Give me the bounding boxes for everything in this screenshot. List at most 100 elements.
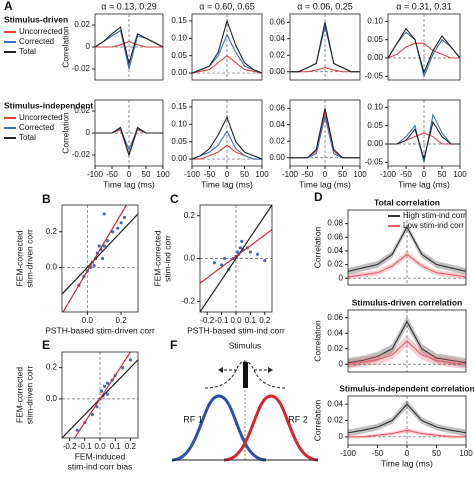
frame [61,204,139,313]
frame [347,209,467,286]
series-line [348,403,466,434]
chart-title: α = 0.06, 0.25 [297,1,353,11]
y-tick-label: 0.00 [269,67,285,76]
y-tick-label: 0.05 [171,137,187,146]
y-tick-label: 0.04 [269,34,285,43]
x-tick-label: 0.1 [110,442,122,451]
y-tick-label: 0 [339,432,344,441]
rf2-curve [223,394,319,462]
chart [95,100,163,166]
x-tick-label: 100 [156,170,170,179]
series-line [388,27,460,75]
y-tick-label: 0.06 [327,232,343,241]
series-line [388,112,460,163]
y-tick-label: -0.02 [72,150,91,159]
series-line [192,115,262,160]
y-axis-label: Correlation [60,26,70,68]
x-tick-label: -50 [372,449,384,458]
y-axis-label: Correlation [312,320,322,362]
y-tick-label: 0.15 [171,16,187,25]
fit-line [62,213,138,295]
legend-label: Total [19,133,36,142]
stimulus-profile [204,360,286,389]
point [212,261,216,265]
frame [199,204,273,313]
y-tick-label: 0 [86,128,91,137]
x-tick-label: -100 [184,170,201,179]
series-line [290,67,360,73]
y-tick-label: 0.2 [46,227,58,236]
y-tick-label: 0.02 [269,50,285,59]
frame [289,99,361,167]
y-tick-label: 0.04 [327,246,343,255]
x-tick-label: 0.0 [82,316,94,325]
y-tick-label: 0 [86,42,91,51]
series-line [192,19,262,74]
frame [94,99,164,167]
y-tick-label: 0.04 [269,120,285,129]
panel-label: B [42,192,51,206]
frame [347,309,467,373]
y-tick-label: 0.10 [367,16,383,25]
chart [348,396,466,445]
legend-label: Corrected [19,123,54,132]
x-tick-label: 0 [323,170,328,179]
x-tick-label: 100 [255,170,269,179]
x-tick-label: 0.2 [116,316,128,325]
error-band [348,427,466,439]
y-tick-label: 0.02 [269,136,285,145]
point [100,256,105,261]
chart [388,100,460,166]
x-tick-label: 0.0 [230,316,242,325]
x-tick-label: -0.2 [63,442,77,451]
x-axis-label: PSTH-based stim-ind corr [187,325,285,335]
chart [192,14,262,80]
x-tick-label: -50 [302,170,314,179]
x-axis-label: Time lag (ms) [398,179,450,189]
y-tick-label: 0.0 [184,254,196,263]
stimulus-bar [243,362,248,388]
series-line [95,126,163,157]
x-axis-label: Time lag (ms) [201,179,253,189]
point [128,358,132,362]
y-axis-label: Correlation [60,112,70,154]
frame [191,99,263,167]
series-line [348,225,466,272]
y-tick-label: 0.05 [367,35,383,44]
x-tick-label: 0.2 [125,442,137,451]
y-tick-label: 0.02 [327,344,343,353]
y-axis-label: stim-ind corr [162,235,172,282]
y-tick-label: 0.02 [327,260,343,269]
chart [192,100,262,166]
series-line [192,54,262,74]
row-title: Stimulus-independent [4,100,93,110]
legend-label: Uncorrected [19,113,63,122]
y-tick-label: 0.00 [171,68,187,77]
x-tick-label: -100 [380,170,397,179]
y-tick-label: 0.00 [171,154,187,163]
panel-label: C [170,192,179,206]
x-tick-label: -0.1 [78,442,92,451]
legend-label: Uncorrected [19,27,63,36]
frame [289,13,361,81]
panel-label: D [314,190,323,204]
chart-title: Stimulus-driven correlation [352,297,463,307]
y-tick-label: 0.00 [269,153,285,162]
x-tick-label: -100 [282,170,299,179]
legend-label: Corrected [19,37,54,46]
point [222,256,227,261]
chart-title: α = 0.60, 0.65 [199,1,255,11]
series-line [95,40,163,48]
point [111,230,115,234]
panel-label: A [4,0,13,13]
x-tick-label: 100 [453,170,467,179]
chart [290,100,360,166]
x-tick-label: 50 [338,170,347,179]
y-tick-label: -0.05 [365,157,384,166]
point [263,259,267,263]
y-tick-label: -0.05 [365,71,384,80]
y-tick-label: 0.00 [367,53,383,62]
series-line [95,26,163,66]
x-tick-label: 50 [432,449,441,458]
x-tick-label: -0.2 [200,316,214,325]
